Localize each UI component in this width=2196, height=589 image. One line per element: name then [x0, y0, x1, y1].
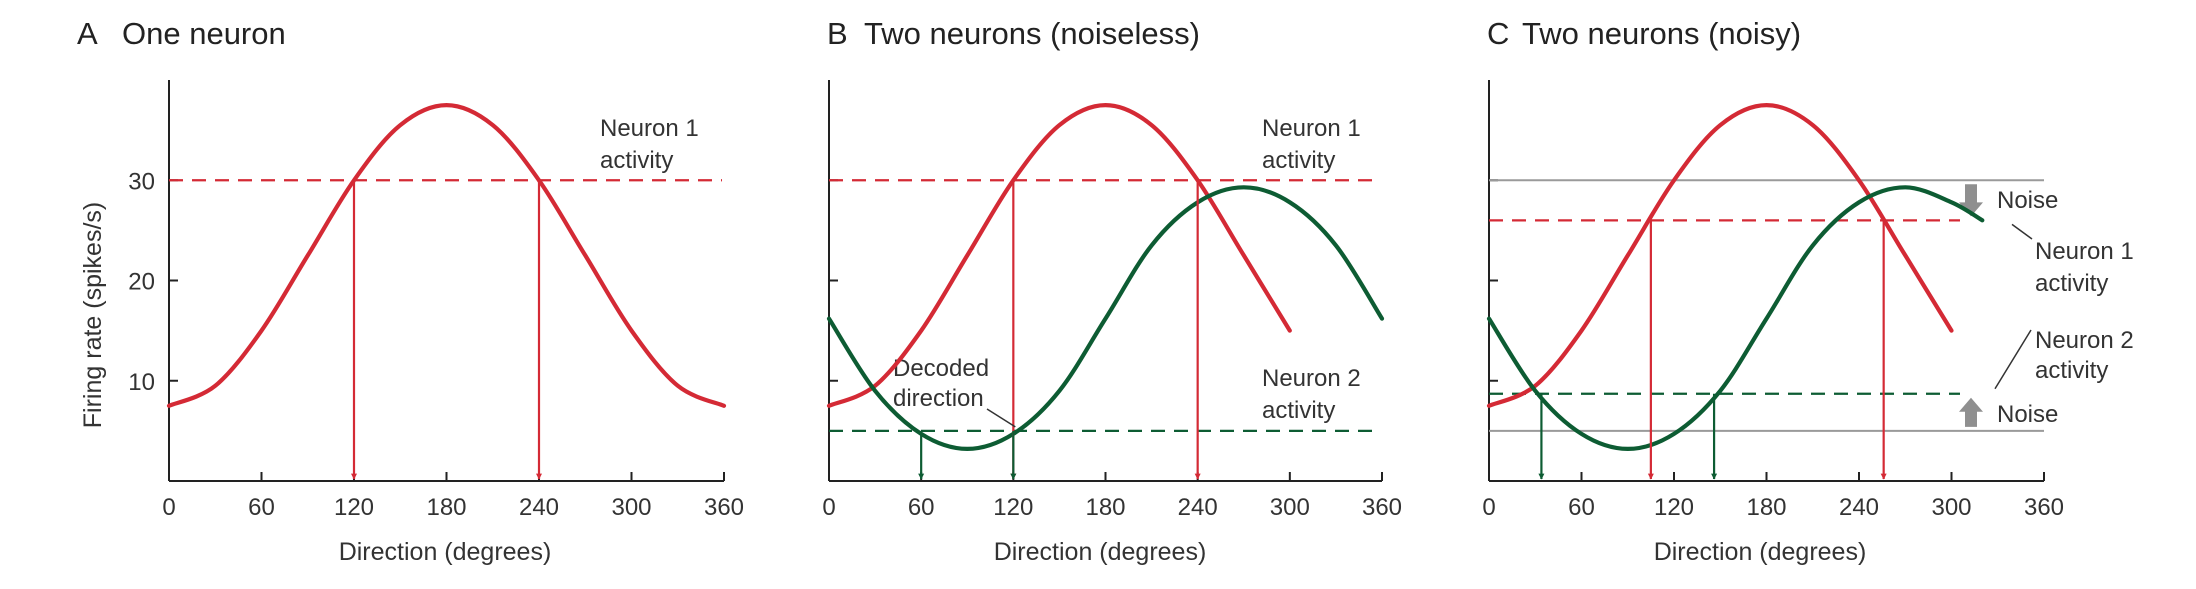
panel-b: B Two neurons (noiseless) Direction (deg…: [827, 16, 1361, 566]
panel-b-x-tick-label: 240: [1178, 494, 1218, 521]
panel-a-y-tick-label: 20: [128, 269, 155, 296]
panel-b-x-tick-label: 0: [822, 494, 835, 521]
panel-b-title: Two neurons (noiseless): [864, 16, 1200, 51]
panel-a-x-axis-label: Direction (degrees): [339, 538, 552, 566]
panel-a-letter: A: [77, 16, 98, 51]
panel-a-x-tick-label: 60: [248, 494, 275, 521]
panel-a: A One neuron Firing rate (spikes/s) Dire…: [77, 16, 699, 566]
panel-a-title: One neuron: [122, 16, 286, 51]
panel-c-plot: 0 60 120 180 240 300 360: [1482, 80, 2064, 521]
panel-c-neuron-1-label-line-2: activity: [2035, 270, 2108, 297]
panel-c-neuron-1-leader: [2011, 223, 2033, 240]
panel-b-plot: 0 60 120 180 240 300 360: [822, 80, 1402, 521]
panel-c-x-tick-label: 120: [1654, 494, 1694, 521]
panel-b-decoded-leader: [986, 408, 1016, 428]
panel-a-neuron-1-label-line-1: Neuron 1: [600, 115, 699, 142]
panel-a-plot: 0 60 120 180 240 300 360 10 20 30: [128, 80, 744, 521]
panel-b-neuron-2-label-line-2: activity: [1262, 397, 1335, 424]
panel-a-x-tick-label: 120: [334, 494, 374, 521]
panel-c-x-tick-label: 60: [1568, 494, 1595, 521]
panel-b-x-axis-label: Direction (degrees): [994, 538, 1207, 566]
panel-c-x-tick-label: 240: [1839, 494, 1879, 521]
panel-b-neuron-1-label-line-2: activity: [1262, 147, 1335, 174]
panel-c-x-tick-label: 300: [1931, 494, 1971, 521]
panel-b-neuron-2-label-line-1: Neuron 2: [1262, 365, 1361, 392]
panel-c-neuron-1-label-line-1: Neuron 1: [2035, 238, 2134, 265]
panel-c-curve-neuron-2: [1486, 185, 1985, 452]
panel-b-x-tick-label: 300: [1270, 494, 1310, 521]
panel-a-x-tick-label: 240: [519, 494, 559, 521]
panel-c-neuron-2-label-line-1: Neuron 2: [2035, 327, 2134, 354]
panel-c-title: Two neurons (noisy): [1522, 16, 1801, 51]
panel-a-y-tick-label: 30: [128, 168, 155, 195]
panel-c-noise-arrow-up-icon: [1959, 397, 1983, 427]
panel-b-x-tick-label: 60: [908, 494, 935, 521]
panel-c-x-tick-label: 0: [1482, 494, 1495, 521]
panel-a-curve-neuron-1: [166, 102, 727, 408]
panel-c: C Two neurons (noisy) Direction (degrees…: [1487, 16, 2134, 566]
panel-c-letter: C: [1487, 16, 1509, 51]
panel-c-neuron-2-leader: [1994, 329, 2032, 390]
panel-c-x-tick-label: 360: [2024, 494, 2064, 521]
panel-c-noise-label-bottom: Noise: [1997, 401, 2058, 428]
panel-a-neuron-1-label-line-2: activity: [600, 147, 673, 174]
panel-b-neuron-1-label-line-1: Neuron 1: [1262, 115, 1361, 142]
panel-c-curve-neuron-1: [1486, 102, 1954, 408]
panel-c-x-axis-label: Direction (degrees): [1654, 538, 1867, 566]
panel-b-curve-neuron-1: [826, 102, 1292, 408]
panel-b-x-tick-label: 180: [1085, 494, 1125, 521]
panel-c-noise-label-top: Noise: [1997, 187, 2058, 214]
panel-a-x-tick-label: 360: [704, 494, 744, 521]
panel-a-x-tick-label: 300: [611, 494, 651, 521]
panel-b-x-tick-label: 360: [1362, 494, 1402, 521]
panel-a-x-tick-label: 0: [162, 494, 175, 521]
panel-c-neuron-2-label-line-2: activity: [2035, 357, 2108, 384]
panel-b-x-tick-label: 120: [993, 494, 1033, 521]
panel-a-y-tick-label: 10: [128, 369, 155, 396]
panel-c-x-tick-label: 180: [1746, 494, 1786, 521]
panel-b-decoded-label-line-2: direction: [893, 385, 984, 412]
panel-b-letter: B: [827, 16, 848, 51]
panel-a-y-axis-label: Firing rate (spikes/s): [79, 202, 107, 428]
panel-b-decoded-label-line-1: Decoded: [893, 355, 989, 382]
panel-a-x-tick-label: 180: [426, 494, 466, 521]
